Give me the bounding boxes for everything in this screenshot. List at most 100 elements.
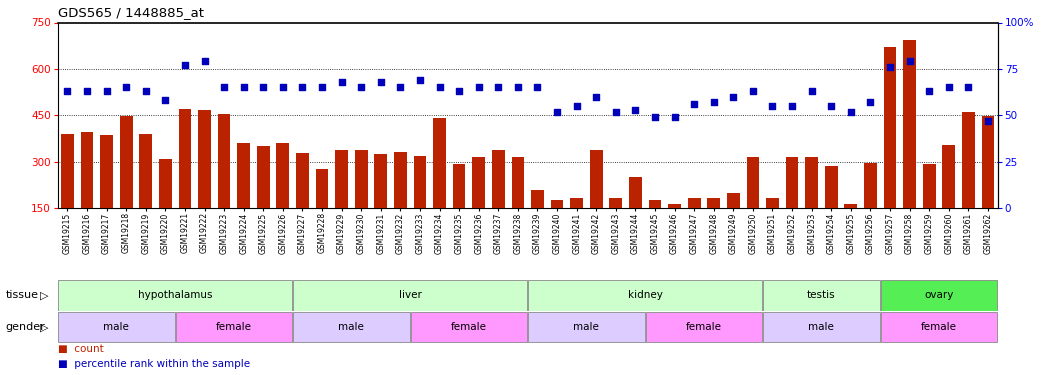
- Bar: [646, 312, 762, 342]
- Point: [627, 107, 643, 113]
- Bar: [590, 150, 603, 208]
- Point: [431, 84, 447, 90]
- Bar: [175, 312, 292, 342]
- Bar: [453, 164, 465, 208]
- Bar: [218, 114, 231, 208]
- Point: [881, 64, 898, 70]
- Point: [137, 88, 154, 94]
- Bar: [355, 150, 368, 208]
- Bar: [766, 198, 779, 208]
- Bar: [101, 135, 113, 208]
- Point: [157, 98, 174, 104]
- Bar: [335, 150, 348, 208]
- Bar: [473, 158, 485, 208]
- Bar: [414, 156, 427, 208]
- Point: [196, 58, 213, 64]
- Bar: [528, 312, 645, 342]
- Bar: [727, 193, 740, 208]
- Text: ▷: ▷: [40, 290, 48, 300]
- Bar: [237, 143, 250, 208]
- Bar: [198, 110, 211, 208]
- Point: [471, 84, 487, 90]
- Bar: [58, 312, 175, 342]
- Point: [412, 77, 429, 83]
- Point: [392, 84, 409, 90]
- Text: ■  count: ■ count: [58, 344, 104, 354]
- Bar: [293, 280, 527, 310]
- Bar: [763, 312, 880, 342]
- Bar: [277, 142, 289, 208]
- Bar: [805, 157, 818, 208]
- Point: [529, 84, 546, 90]
- Point: [99, 88, 115, 94]
- Point: [667, 114, 683, 120]
- Point: [255, 84, 271, 90]
- Bar: [687, 198, 700, 208]
- Point: [803, 88, 820, 94]
- Bar: [159, 159, 172, 208]
- Bar: [58, 280, 292, 310]
- Text: male: male: [573, 322, 599, 332]
- Bar: [433, 118, 445, 208]
- Point: [784, 103, 801, 109]
- Bar: [669, 204, 681, 208]
- Text: male: male: [808, 322, 834, 332]
- Bar: [649, 200, 661, 208]
- Bar: [864, 163, 877, 208]
- Point: [176, 62, 193, 68]
- Point: [509, 84, 526, 90]
- Bar: [139, 134, 152, 208]
- Point: [725, 94, 742, 100]
- Point: [863, 99, 879, 105]
- Point: [236, 84, 253, 90]
- Text: ■  percentile rank within the sample: ■ percentile rank within the sample: [58, 359, 249, 369]
- Text: female: female: [686, 322, 722, 332]
- Text: male: male: [104, 322, 129, 332]
- Text: ovary: ovary: [924, 290, 954, 300]
- Point: [960, 84, 977, 90]
- Bar: [923, 164, 936, 208]
- Bar: [629, 177, 641, 208]
- Point: [608, 109, 625, 115]
- Point: [901, 58, 918, 64]
- Bar: [374, 154, 387, 208]
- Bar: [411, 312, 527, 342]
- Bar: [845, 204, 857, 208]
- Bar: [763, 280, 880, 310]
- Point: [372, 79, 389, 85]
- Bar: [531, 190, 544, 208]
- Bar: [707, 198, 720, 208]
- Text: kidney: kidney: [628, 290, 662, 300]
- Point: [921, 88, 938, 94]
- Point: [549, 109, 566, 115]
- Point: [333, 79, 350, 85]
- Point: [685, 101, 702, 107]
- Bar: [297, 153, 309, 208]
- Bar: [962, 112, 975, 208]
- Bar: [394, 152, 407, 208]
- Text: male: male: [339, 322, 365, 332]
- Point: [353, 84, 370, 90]
- Text: liver: liver: [398, 290, 421, 300]
- Point: [843, 109, 859, 115]
- Bar: [511, 157, 524, 208]
- Text: female: female: [451, 322, 487, 332]
- Bar: [81, 132, 93, 208]
- Point: [117, 84, 134, 90]
- Point: [275, 84, 291, 90]
- Bar: [293, 312, 410, 342]
- Point: [59, 88, 75, 94]
- Point: [980, 118, 997, 124]
- Text: testis: testis: [807, 290, 835, 300]
- Bar: [178, 108, 192, 208]
- Point: [294, 84, 311, 90]
- Bar: [903, 39, 916, 208]
- Point: [647, 114, 663, 120]
- Text: GDS565 / 1448885_at: GDS565 / 1448885_at: [58, 6, 203, 19]
- Point: [451, 88, 467, 94]
- Text: ▷: ▷: [40, 322, 48, 332]
- Point: [705, 99, 722, 105]
- Text: gender: gender: [5, 322, 45, 332]
- Point: [764, 103, 781, 109]
- Bar: [570, 198, 583, 208]
